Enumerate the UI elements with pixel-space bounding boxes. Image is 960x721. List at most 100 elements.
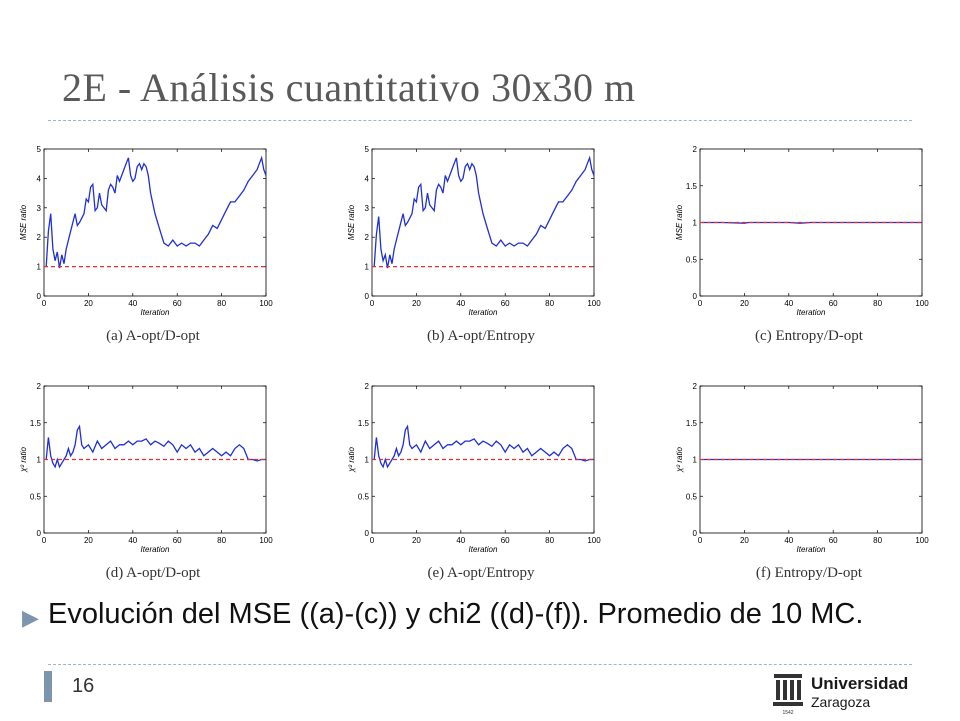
footer-accent-bar xyxy=(44,671,52,702)
x-tick-label: 20 xyxy=(740,536,749,545)
y-tick-label: 2 xyxy=(365,233,370,242)
y-tick-label: 0 xyxy=(365,292,370,301)
x-tick-label: 40 xyxy=(128,536,137,545)
bullet-text: Evolución del MSE ((a)-(c)) y chi2 ((d)-… xyxy=(48,598,864,630)
x-axis-label: Iteration xyxy=(141,545,170,554)
x-tick-label: 60 xyxy=(501,299,510,308)
x-tick-label: 100 xyxy=(915,536,929,545)
x-tick-label: 40 xyxy=(456,536,465,545)
chart-caption: (d) A-opt/D-opt xyxy=(106,565,201,581)
university-logo: 1542 Universidad Zaragoza xyxy=(770,672,920,716)
y-tick-label: 0 xyxy=(37,292,42,301)
x-tick-label: 100 xyxy=(259,299,273,308)
x-tick-label: 100 xyxy=(587,299,601,308)
y-tick-label: 2 xyxy=(693,382,698,391)
y-tick-label: 2 xyxy=(365,382,370,391)
y-tick-label: 0 xyxy=(365,529,370,538)
y-tick-label: 0 xyxy=(693,292,698,301)
x-tick-label: 0 xyxy=(42,299,47,308)
y-tick-label: 3 xyxy=(37,204,42,213)
y-tick-label: 0.5 xyxy=(30,492,42,501)
y-tick-label: 0.5 xyxy=(358,492,370,501)
y-tick-label: 0.5 xyxy=(686,255,698,264)
y-axis-label: χ² ratio xyxy=(675,447,684,473)
x-tick-label: 20 xyxy=(412,536,421,545)
page-number: 16 xyxy=(72,675,95,697)
y-axis-label: MSE ratio xyxy=(19,204,28,240)
title-divider xyxy=(48,120,912,121)
x-tick-label: 0 xyxy=(698,299,703,308)
x-tick-label: 60 xyxy=(829,299,838,308)
university-crest-icon: 1542 xyxy=(773,674,803,716)
chart-panel-a: 0 20 40 60 80 100 0 1 2 3 4 5 Iteration MSE ratio (a) … xyxy=(19,145,273,344)
x-tick-label: 80 xyxy=(545,299,554,308)
ratio-line xyxy=(373,424,594,469)
y-axis-label: χ² ratio xyxy=(347,447,356,473)
x-tick-label: 20 xyxy=(84,299,93,308)
y-tick-label: 1 xyxy=(37,456,42,465)
x-axis-label: Iteration xyxy=(469,308,498,317)
chart-caption: (c) Entropy/D-opt xyxy=(755,328,864,344)
chart-panel-e: 0 20 40 60 80 100 0 0.5 1 1.5 2 Iteration χ² ratio (e… xyxy=(347,382,601,581)
x-axis-label: Iteration xyxy=(797,545,826,554)
ratio-line xyxy=(45,155,267,269)
y-tick-label: 0 xyxy=(693,529,698,538)
x-tick-label: 80 xyxy=(217,299,226,308)
y-axis-label: χ² ratio xyxy=(19,447,28,473)
y-tick-label: 1.5 xyxy=(358,419,370,428)
y-tick-label: 0.5 xyxy=(686,492,698,501)
bullet-arrow-icon: ▶ xyxy=(22,605,39,630)
y-tick-label: 2 xyxy=(37,233,42,242)
x-tick-label: 40 xyxy=(128,299,137,308)
x-tick-label: 40 xyxy=(784,536,793,545)
chart-caption: (b) A-opt/Entropy xyxy=(427,328,535,344)
x-tick-label: 60 xyxy=(501,536,510,545)
y-tick-label: 1 xyxy=(365,456,370,465)
y-tick-label: 1 xyxy=(365,263,370,272)
chart-caption: (f) Entropy/D-opt xyxy=(756,565,863,581)
x-tick-label: 100 xyxy=(915,299,929,308)
logo-text-zaragoza: Zaragoza xyxy=(811,694,871,710)
chart-caption: (e) A-opt/Entropy xyxy=(427,565,535,581)
y-tick-label: 0 xyxy=(37,529,42,538)
footer-divider xyxy=(48,664,912,665)
x-tick-label: 20 xyxy=(740,299,749,308)
x-tick-label: 20 xyxy=(84,536,93,545)
x-tick-label: 80 xyxy=(873,536,882,545)
logo-year: 1542 xyxy=(782,710,793,716)
ratio-line xyxy=(373,155,595,269)
x-tick-label: 80 xyxy=(545,536,554,545)
x-axis-label: Iteration xyxy=(141,308,170,317)
y-tick-label: 1 xyxy=(693,456,698,465)
y-tick-label: 2 xyxy=(693,145,698,154)
ratio-line xyxy=(45,424,266,469)
plot-frame xyxy=(371,148,595,297)
x-tick-label: 40 xyxy=(456,299,465,308)
x-tick-label: 0 xyxy=(370,299,375,308)
y-tick-label: 2 xyxy=(37,382,42,391)
y-tick-label: 1.5 xyxy=(686,419,698,428)
x-tick-label: 100 xyxy=(259,536,273,545)
chart-caption: (a) A-opt/D-opt xyxy=(106,328,201,344)
plot-frame xyxy=(43,385,267,534)
x-tick-label: 0 xyxy=(42,536,47,545)
x-tick-label: 80 xyxy=(873,299,882,308)
y-tick-label: 5 xyxy=(37,145,42,154)
chart-panel-b: 0 20 40 60 80 100 0 1 2 3 4 5 Iteration MSE ratio (b) … xyxy=(347,145,601,344)
x-axis-label: Iteration xyxy=(797,308,826,317)
y-axis-label: MSE ratio xyxy=(347,204,356,240)
y-tick-label: 5 xyxy=(365,145,370,154)
x-tick-label: 40 xyxy=(784,299,793,308)
x-tick-label: 60 xyxy=(829,536,838,545)
y-tick-label: 4 xyxy=(37,174,42,183)
y-tick-label: 1 xyxy=(693,219,698,228)
x-axis-label: Iteration xyxy=(469,545,498,554)
x-tick-label: 100 xyxy=(587,536,601,545)
chart-panel-d: 0 20 40 60 80 100 0 0.5 1 1.5 2 Iteration χ² ratio (d… xyxy=(19,382,273,581)
y-tick-label: 4 xyxy=(365,174,370,183)
x-tick-label: 0 xyxy=(698,536,703,545)
x-tick-label: 0 xyxy=(370,536,375,545)
y-tick-label: 1 xyxy=(37,263,42,272)
y-tick-label: 1.5 xyxy=(30,419,42,428)
plot-frame xyxy=(43,148,267,297)
